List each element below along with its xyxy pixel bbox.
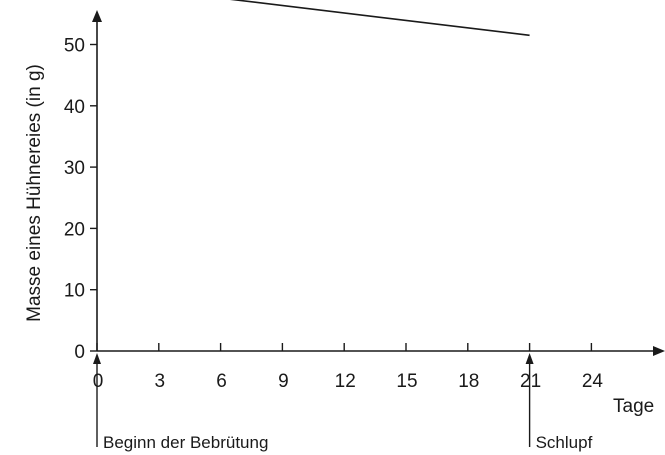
x-tick-label: 0	[93, 371, 104, 392]
x-ticks: 0 3 6 9 12 15 18 21 24	[93, 343, 604, 392]
series-line	[229, 0, 530, 37]
annotation-arrow-head	[93, 353, 101, 364]
x-tick-label: 9	[278, 371, 289, 392]
y-tick-label: 10	[64, 281, 85, 302]
y-tick-label: 50	[64, 36, 85, 57]
annotation-arrow-head	[525, 353, 534, 364]
y-tick-label: 0	[74, 342, 85, 363]
x-tick-label: 3	[155, 371, 166, 392]
x-tick-label: 12	[335, 371, 356, 392]
x-tick-label: 15	[396, 371, 417, 392]
y-axis-label: Masse eines Hühnereies (in g)	[24, 64, 45, 322]
x-tick-label: 18	[458, 371, 479, 392]
series	[229, 0, 530, 37]
annotations: Beginn der Bebrütung Schlupf	[93, 353, 593, 452]
annotation-label: Schlupf	[536, 433, 593, 452]
y-tick-label: 30	[64, 158, 85, 179]
x-axis-arrow	[653, 346, 665, 356]
y-tick-label: 20	[64, 219, 85, 240]
x-tick-label: 21	[520, 371, 541, 392]
x-tick-label: 24	[582, 371, 604, 392]
x-axis-label: Tage	[613, 396, 654, 417]
y-axis-arrow	[92, 10, 102, 22]
annotation-label: Beginn der Bebrütung	[103, 433, 268, 452]
x-tick-label: 6	[216, 371, 227, 392]
y-ticks: 0102030405060	[64, 36, 97, 363]
axes	[92, 10, 665, 356]
y-tick-label: 40	[64, 97, 85, 118]
